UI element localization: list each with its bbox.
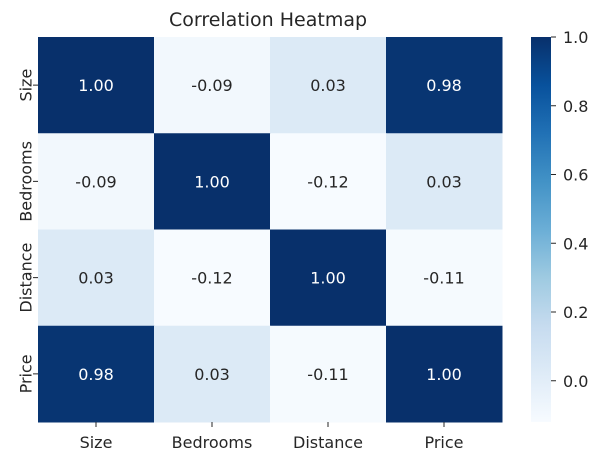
heatmap-cell — [386, 133, 503, 230]
heatmap-cell — [270, 325, 387, 423]
cell-value-label: 0.98 — [426, 76, 462, 95]
cell-value-label: 1.00 — [194, 172, 230, 191]
heatmap-cell — [38, 133, 155, 230]
cell-value-label: 1.00 — [310, 269, 346, 288]
colorbar-tick-label: 1.0 — [563, 28, 588, 47]
x-axis: Size Bedrooms Distance Price — [80, 422, 464, 452]
x-tick-label: Price — [424, 433, 463, 452]
heatmap-cell — [38, 325, 155, 423]
heatmap-cell — [154, 229, 271, 327]
chart-title: Correlation Heatmap — [169, 9, 367, 31]
heatmap-cell — [386, 37, 503, 134]
cell-value-label: -0.12 — [191, 269, 232, 288]
y-tick-label: Price — [17, 354, 36, 393]
y-tick-label: Bedrooms — [17, 141, 36, 222]
y-tick-label: Size — [17, 69, 36, 102]
cell-value-label: 1.00 — [78, 76, 114, 95]
heatmap-cell — [154, 325, 271, 423]
cell-value-label: -0.09 — [191, 76, 232, 95]
heatmap-cell — [38, 229, 155, 327]
heatmap-cell — [270, 37, 387, 134]
colorbar-tick-label: 0.0 — [563, 372, 588, 391]
heatmap-cell — [154, 37, 271, 134]
heatmap-cells: 1.00 -0.09 0.03 0.98 -0.09 1.00 -0.12 0.03 0.03 -… — [38, 37, 503, 423]
x-tick-label: Bedrooms — [172, 433, 253, 452]
cell-value-label: -0.12 — [307, 172, 348, 191]
cell-value-label: 0.03 — [78, 269, 114, 288]
heatmap-cell — [386, 325, 503, 423]
cell-value-label: -0.11 — [423, 269, 464, 288]
heatmap-cell — [154, 133, 271, 230]
colorbar-tick-label: 0.8 — [563, 97, 588, 116]
colorbar: 0.0 0.2 0.4 0.6 0.8 1.0 — [531, 28, 588, 422]
cell-value-label: 0.03 — [194, 365, 230, 384]
y-tick-label: Distance — [17, 243, 36, 313]
colorbar-tick-label: 0.6 — [563, 166, 588, 185]
heatmap-cell — [270, 133, 387, 230]
colorbar-ticks: 0.0 0.2 0.4 0.6 0.8 1.0 — [551, 28, 588, 391]
x-tick-label: Distance — [293, 433, 363, 452]
cell-value-label: -0.11 — [307, 365, 348, 384]
colorbar-tick-label: 0.4 — [563, 234, 588, 253]
cell-value-label: 0.03 — [310, 76, 346, 95]
heatmap-cell — [270, 229, 387, 327]
cell-value-label: 0.98 — [78, 365, 114, 384]
colorbar-tick-label: 0.2 — [563, 303, 588, 322]
cell-value-label: -0.09 — [75, 172, 116, 191]
heatmap-cell — [386, 229, 503, 327]
cell-value-label: 0.03 — [426, 172, 462, 191]
cell-value-label: 1.00 — [426, 365, 462, 384]
heatmap-cell — [38, 37, 155, 134]
y-axis: Size Bedrooms Distance Price — [17, 69, 38, 393]
colorbar-gradient — [531, 37, 551, 422]
x-tick-label: Size — [80, 433, 113, 452]
